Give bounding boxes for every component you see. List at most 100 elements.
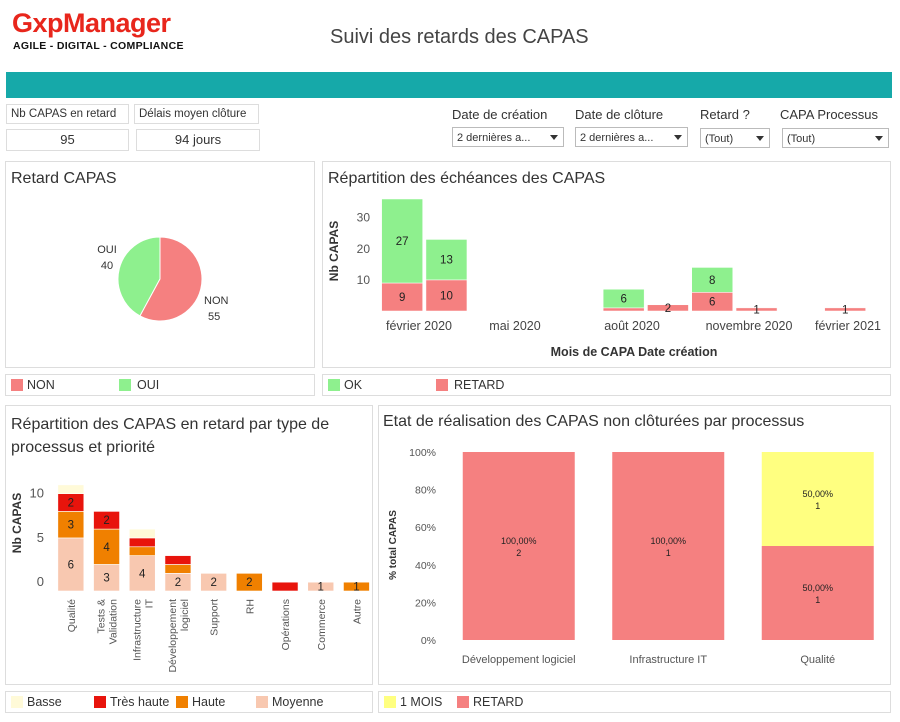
y-tick-label: 0 bbox=[37, 574, 44, 589]
x-tick-label: Opérations bbox=[280, 599, 292, 650]
chevron-down-icon bbox=[550, 135, 558, 140]
filter-select-creation[interactable]: 2 dernières a... bbox=[452, 127, 564, 147]
bar-segment-retard bbox=[425, 279, 468, 312]
y-tick-label: 20% bbox=[415, 597, 436, 609]
header-band bbox=[6, 72, 892, 98]
data-label: 1 bbox=[318, 582, 324, 594]
data-label: 2 bbox=[210, 577, 216, 589]
y-axis-title: Nb CAPAS bbox=[10, 493, 24, 553]
bar-segment-moyenne bbox=[307, 581, 335, 592]
y-tick-label: 60% bbox=[415, 522, 436, 534]
filter-select-cloture[interactable]: 2 dernières a... bbox=[575, 127, 688, 147]
legend-retard: NON OUI bbox=[5, 374, 315, 396]
x-tick-label: Autre bbox=[351, 599, 363, 624]
pie-value-non: 55 bbox=[208, 311, 220, 323]
bar-segment-retard bbox=[735, 307, 778, 312]
y-tick-label: 80% bbox=[415, 485, 436, 497]
legend-label-oui: OUI bbox=[137, 378, 160, 392]
chevron-down-icon bbox=[875, 136, 883, 141]
x-tick-label: RH bbox=[244, 599, 256, 614]
data-label: 1 bbox=[753, 304, 759, 316]
data-label: 6 bbox=[620, 294, 626, 306]
legend-swatch-basse bbox=[11, 696, 23, 708]
filter-value-retard: (Tout) bbox=[705, 133, 734, 145]
bar-segment-retard bbox=[462, 452, 575, 640]
bar-segment-haute bbox=[236, 573, 263, 592]
pie-value-oui: 40 bbox=[101, 260, 113, 272]
bar-segment-basse bbox=[128, 528, 156, 539]
data-label: 2 bbox=[103, 515, 109, 527]
bar-segment-ok bbox=[425, 239, 468, 281]
data-label: 2 bbox=[516, 548, 521, 558]
bar-segment-moyenne bbox=[93, 564, 120, 592]
bar-segment-haute bbox=[343, 581, 370, 592]
y-tick-label: 100% bbox=[409, 447, 436, 459]
pie-slice-non bbox=[139, 236, 203, 322]
data-label: 3 bbox=[103, 573, 109, 585]
legend-swatch-retard-etat bbox=[457, 696, 469, 708]
data-label: 10 bbox=[440, 290, 453, 302]
filter-select-processus[interactable]: (Tout) bbox=[782, 128, 889, 148]
bar-chart-echeances[interactable]: Nb CAPAS10203092710136268118février 2020… bbox=[322, 161, 891, 368]
data-label: 6 bbox=[709, 297, 715, 309]
bar-segment-très-haute bbox=[164, 555, 192, 565]
bar-segment-retard bbox=[602, 307, 645, 312]
pie-slice-oui bbox=[117, 236, 161, 317]
kpi-value-retard: 95 bbox=[6, 129, 129, 151]
chevron-down-icon bbox=[674, 135, 682, 140]
x-tick-label: Commerce bbox=[316, 599, 328, 651]
bar-chart-etat[interactable]: % total CAPAS 0% 20% 40% 60% 80% 100% 100,00% 2 D… bbox=[378, 405, 891, 685]
x-tick-label: Développement logiciel bbox=[462, 654, 576, 666]
y-tick-label: 5 bbox=[37, 530, 44, 545]
bar-segment-1-mois bbox=[761, 452, 874, 546]
bar-segment-basse bbox=[57, 484, 85, 494]
bar-chart-type[interactable]: Nb CAPAS 0 5 10 6 3 2 Qualité 3 4 2 Tests & Validati… bbox=[5, 405, 373, 685]
data-label: 100,00% bbox=[650, 536, 686, 546]
panel-type-title: Répartition des CAPAS en retard par type… bbox=[11, 416, 330, 456]
bar-segment-très-haute bbox=[93, 511, 120, 530]
chevron-down-icon bbox=[756, 136, 764, 141]
logo-tagline: AGILE - DIGITAL - COMPLIANCE bbox=[13, 40, 184, 52]
data-label: 2 bbox=[68, 498, 74, 510]
y-tick-label: 0% bbox=[421, 635, 436, 647]
data-label: 2 bbox=[246, 577, 252, 589]
filter-select-retard[interactable]: (Tout) bbox=[700, 128, 770, 148]
bar-segment-retard bbox=[761, 546, 874, 640]
x-tick-label: Tests & bbox=[96, 599, 108, 633]
legend-label-haute: Haute bbox=[192, 695, 226, 709]
panel-etat-title: Etat de réalisation des CAPAS non clôtur… bbox=[383, 413, 805, 430]
bar-segment-ok bbox=[691, 267, 733, 293]
y-axis-title: Nb CAPAS bbox=[327, 221, 341, 281]
bar-segment-haute bbox=[57, 511, 85, 539]
pie-label-oui: OUI bbox=[97, 244, 117, 256]
bar-segment-haute bbox=[128, 546, 156, 556]
legend-swatch-tres-haute bbox=[94, 696, 106, 708]
y-tick-label: 40% bbox=[415, 560, 436, 572]
x-tick-label: février 2021 bbox=[815, 319, 881, 333]
x-axis-title: Mois de CAPA Date création bbox=[551, 345, 718, 359]
data-label: 1 bbox=[842, 304, 848, 316]
bar-segment-moyenne bbox=[200, 573, 227, 592]
data-label: 27 bbox=[396, 236, 409, 248]
x-tick-label: Développement bbox=[167, 599, 179, 673]
legend-label-retard: RETARD bbox=[454, 378, 505, 392]
bar-segment-très-haute bbox=[271, 581, 299, 592]
pie-chart-retard[interactable]: OUI 40 NON 55 bbox=[5, 161, 315, 368]
x-tick-label: Infrastructure bbox=[131, 599, 143, 661]
legend-swatch-haute bbox=[176, 696, 188, 708]
data-label: 3 bbox=[68, 520, 74, 532]
bar-segment-ok bbox=[381, 198, 423, 284]
data-label: 1 bbox=[815, 501, 820, 511]
data-label: 4 bbox=[139, 568, 146, 580]
data-label: 4 bbox=[103, 542, 110, 554]
data-label: 1 bbox=[815, 595, 820, 605]
x-tick-label: Qualité bbox=[800, 654, 835, 666]
data-label: 1 bbox=[353, 582, 359, 594]
bar-segment-retard bbox=[381, 282, 423, 312]
x-tick-label: Infrastructure IT bbox=[629, 654, 707, 666]
y-tick-label: 20 bbox=[357, 242, 371, 256]
kpi-label-delai: Délais moyen clôture bbox=[134, 104, 259, 124]
x-tick-label: Qualité bbox=[66, 599, 78, 632]
legend-type: Basse Très haute Haute Moyenne bbox=[5, 691, 373, 713]
data-label: 8 bbox=[709, 275, 715, 287]
